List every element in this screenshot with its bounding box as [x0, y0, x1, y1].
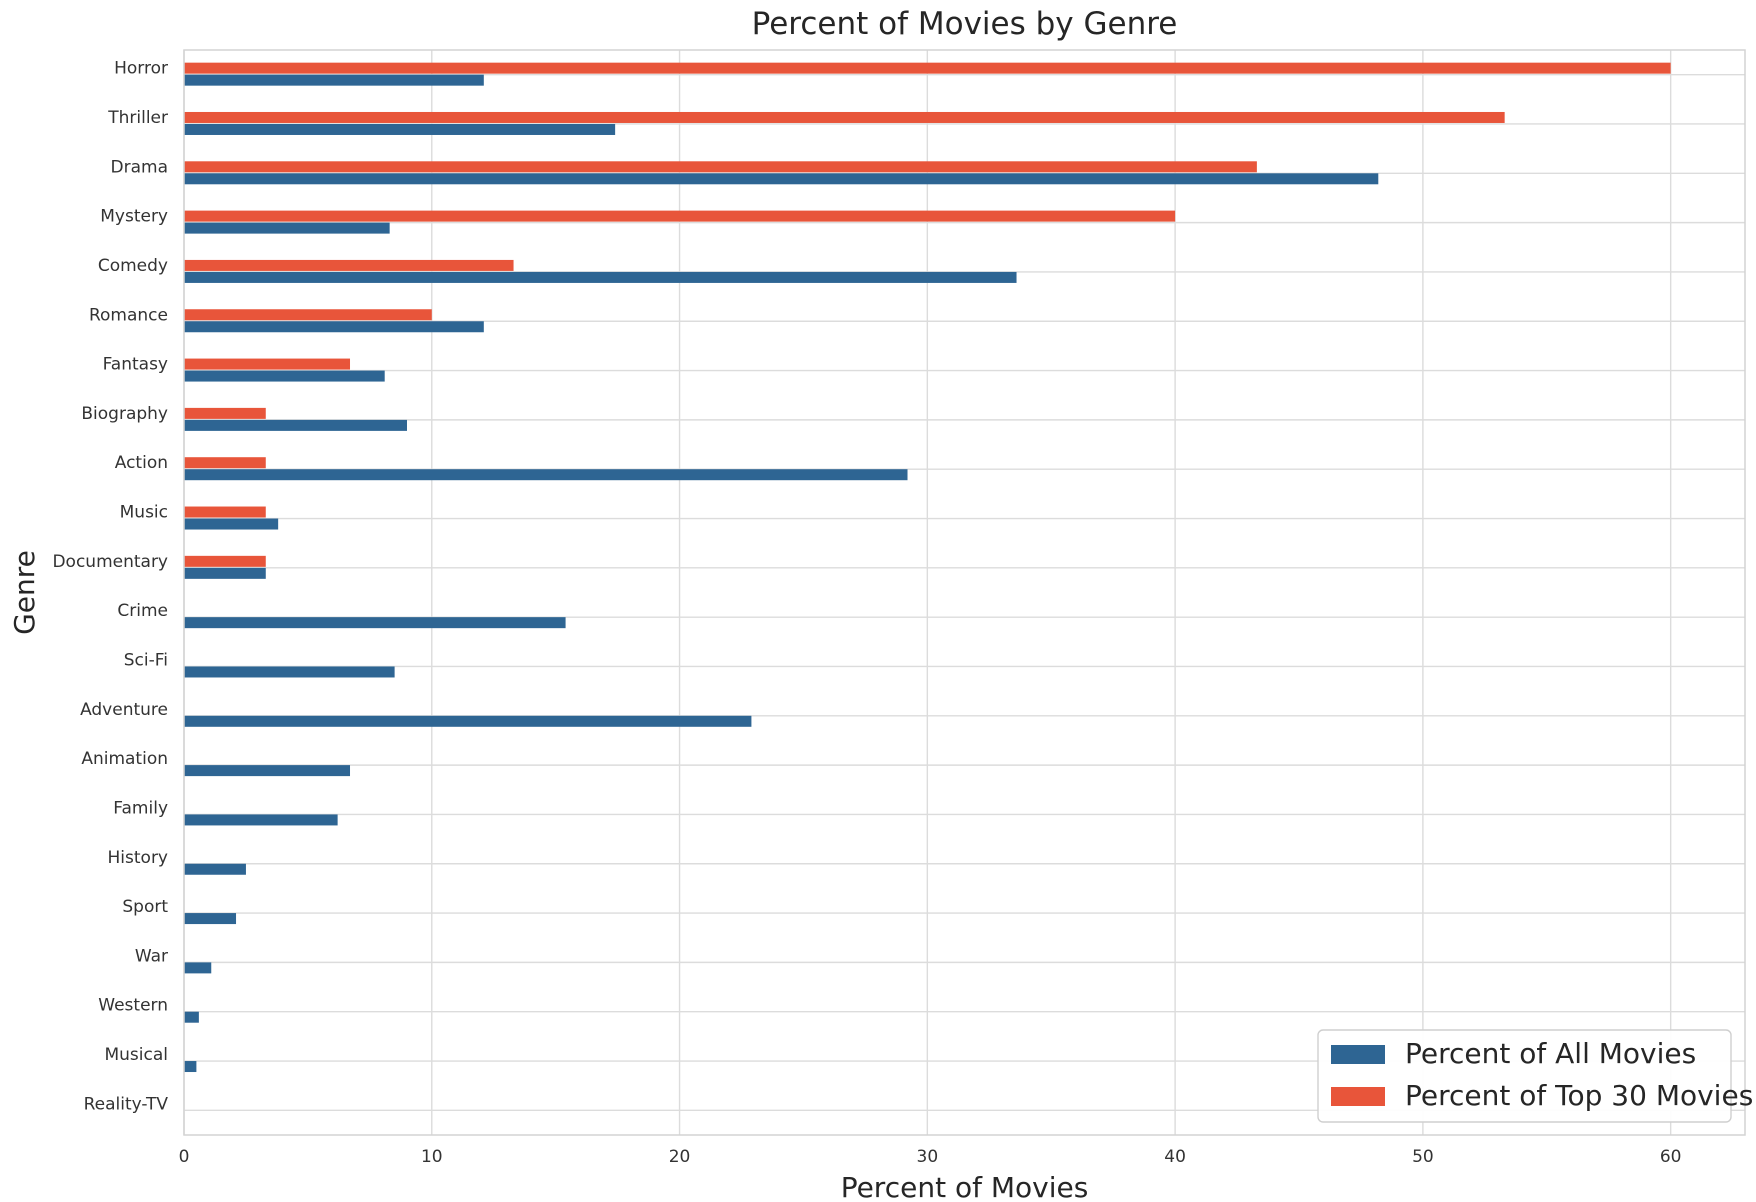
y-tick-label: Fantasy — [103, 355, 168, 375]
x-tick-label: 60 — [1660, 1147, 1682, 1167]
y-tick-label: Thriller — [107, 108, 168, 128]
y-tick-label: Family — [113, 798, 168, 818]
y-tick-label: Biography — [81, 404, 168, 424]
bar-top30 — [184, 62, 1671, 74]
bar-all-movies — [184, 1011, 199, 1023]
y-tick-label: Sci-Fi — [124, 650, 168, 670]
bar-all-movies — [184, 715, 752, 727]
x-tick-label: 40 — [1164, 1147, 1186, 1167]
bar-top30 — [184, 407, 266, 419]
bar-all-movies — [184, 666, 395, 678]
bar-top30 — [184, 358, 351, 370]
y-tick-label: Musical — [104, 1045, 168, 1065]
bar-all-movies — [184, 617, 566, 629]
bar-all-movies — [184, 765, 351, 777]
legend-label: Percent of All Movies — [1405, 1037, 1696, 1070]
legend-label: Percent of Top 30 Movies — [1405, 1079, 1753, 1112]
y-tick-label: Animation — [81, 749, 168, 769]
bar-all-movies — [184, 567, 266, 579]
x-tick-label: 30 — [917, 1147, 939, 1167]
y-tick-label: Sport — [122, 897, 168, 917]
x-tick-label: 0 — [179, 1147, 190, 1167]
bar-all-movies — [184, 814, 338, 826]
plot-frame — [183, 49, 1746, 1136]
legend: Percent of All Movies Percent of Top 30 M… — [1317, 1029, 1753, 1123]
y-tick-label: Crime — [117, 601, 168, 621]
y-tick-label: Western — [98, 996, 168, 1016]
y-tick-label: Drama — [111, 157, 168, 177]
y-tick-label: Documentary — [52, 552, 168, 572]
y-tick-label: Action — [115, 453, 168, 473]
bar-all-movies — [184, 370, 385, 382]
y-tick-label: Reality-TV — [84, 1094, 169, 1114]
legend-swatch — [1331, 1087, 1385, 1106]
bar-all-movies — [184, 321, 484, 333]
bar-all-movies — [184, 913, 237, 925]
y-tick-label: Comedy — [98, 256, 168, 276]
bar-top30 — [184, 259, 514, 271]
bar-top30 — [184, 111, 1505, 123]
legend-box — [1317, 1029, 1732, 1123]
bar-top30 — [184, 210, 1176, 222]
bar-all-movies — [184, 419, 407, 431]
tick-labels: 0 10 20 30 40 50 60 Horror Thriller Drama Mystery C… — [52, 59, 1681, 1167]
bar-all-movies — [184, 863, 246, 875]
bar-all-movies — [184, 271, 1017, 283]
bar-all-movies — [184, 962, 212, 974]
bar-top30 — [184, 457, 266, 469]
y-tick-label: Mystery — [100, 207, 168, 227]
x-axis-title: Percent of Movies — [841, 1171, 1089, 1202]
bar-top30 — [184, 506, 266, 518]
y-tick-label: Romance — [89, 305, 168, 325]
y-tick-label: Music — [120, 503, 168, 523]
y-tick-label: Adventure — [80, 700, 168, 720]
bar-top30 — [184, 309, 432, 321]
y-tick-label: History — [108, 848, 168, 868]
chart-title: Percent of Movies by Genre — [752, 6, 1178, 42]
y-axis-title: Genre — [8, 550, 41, 635]
bar-all-movies — [184, 74, 484, 86]
bar-all-movies — [184, 123, 616, 135]
bar-top30 — [184, 555, 266, 567]
bar-all-movies — [184, 1061, 197, 1073]
bar-all-movies — [184, 469, 908, 481]
y-tick-label: War — [135, 946, 168, 966]
x-tick-label: 10 — [421, 1147, 443, 1167]
bars — [184, 62, 1671, 1073]
bar-all-movies — [184, 518, 279, 530]
y-tick-label: Horror — [114, 59, 168, 79]
x-tick-label: 20 — [669, 1147, 691, 1167]
bar-all-movies — [184, 222, 390, 234]
x-tick-label: 50 — [1412, 1147, 1434, 1167]
bar-top30 — [184, 161, 1257, 173]
bar-all-movies — [184, 173, 1379, 185]
legend-swatch — [1331, 1045, 1385, 1064]
